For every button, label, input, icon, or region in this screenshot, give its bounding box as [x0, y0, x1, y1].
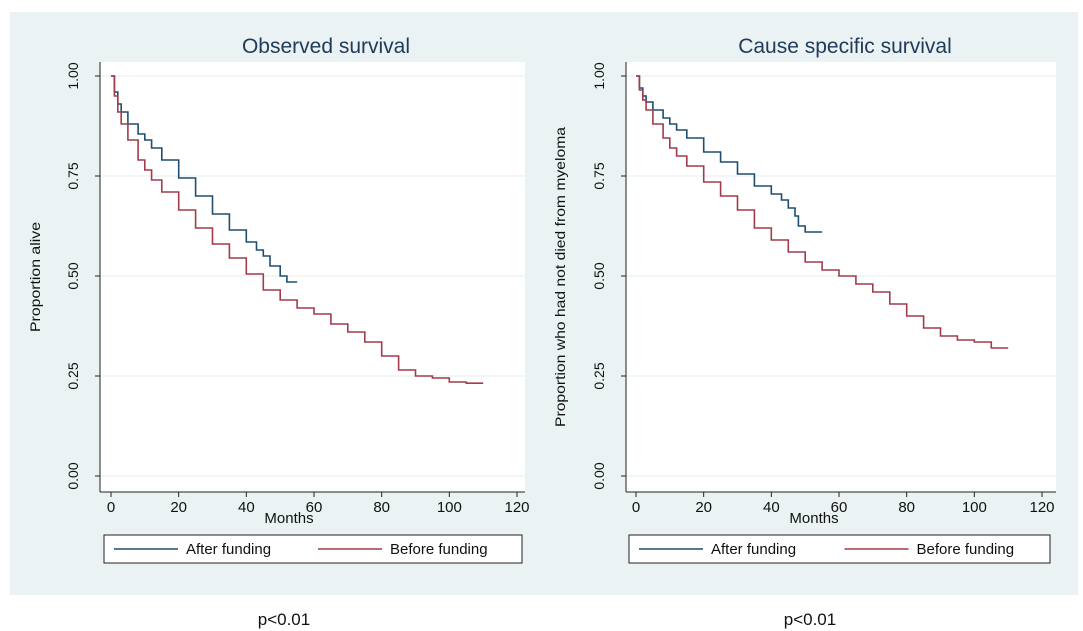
x-tick-label: 0 — [107, 499, 115, 516]
series-line-before — [636, 75, 1009, 349]
p-value-right: p<0.01 — [783, 610, 837, 629]
plot-area — [626, 62, 1056, 492]
legend-label: After funding — [186, 541, 271, 558]
x-tick-label: 0 — [632, 499, 640, 516]
x-tick-label: 100 — [962, 499, 987, 516]
series-line-after — [636, 75, 823, 233]
y-tick-label: 0.00 — [591, 462, 607, 489]
x-tick-label: 120 — [504, 499, 529, 516]
y-tick-label: 1.00 — [591, 62, 607, 89]
x-tick-label: 40 — [238, 499, 255, 516]
y-tick-label: 0.75 — [65, 162, 81, 189]
p-value-left: p<0.01 — [257, 610, 311, 629]
y-tick-label: 0.50 — [591, 262, 607, 289]
series-line-after — [111, 75, 298, 283]
x-tick-label: 60 — [831, 499, 848, 516]
x-tick-label: 20 — [170, 499, 187, 516]
x-axis-label: Months — [789, 510, 838, 527]
y-tick-label: 0.25 — [591, 362, 607, 389]
y-tick-label: 1.00 — [65, 62, 81, 89]
x-tick-label: 20 — [695, 499, 712, 516]
x-tick-label: 80 — [373, 499, 390, 516]
x-tick-label: 40 — [763, 499, 780, 516]
legend-label: Before funding — [390, 541, 488, 558]
y-axis-label: Proportion who had not died from myeloma — [552, 127, 568, 427]
x-tick-label: 120 — [1029, 499, 1054, 516]
y-tick-label: 0.00 — [65, 462, 81, 489]
legend-label: Before funding — [917, 541, 1015, 558]
y-tick-label: 0.25 — [65, 362, 81, 389]
legend: After funding Before funding — [628, 534, 1051, 564]
y-axis-label: Proportion alive — [27, 222, 43, 332]
legend: After funding Before funding — [103, 534, 523, 564]
y-tick-label: 0.75 — [591, 162, 607, 189]
series-line-before — [111, 75, 484, 384]
plot-area — [100, 62, 525, 492]
chart-title: Observed survival — [242, 35, 410, 58]
x-tick-label: 60 — [306, 499, 323, 516]
chart-panel-0: Observed survival 0.00 0.25 0.50 0.75 1.00 0 20… — [27, 35, 530, 564]
x-axis-label: Months — [264, 510, 313, 527]
chart-panel-1: Cause specific survival 0.00 0.25 0.50 0.75 1… — [552, 35, 1056, 564]
y-tick-label: 0.50 — [65, 262, 81, 289]
chart-title: Cause specific survival — [738, 35, 952, 58]
legend-label: After funding — [711, 541, 796, 558]
x-tick-label: 80 — [898, 499, 915, 516]
x-tick-label: 100 — [437, 499, 462, 516]
